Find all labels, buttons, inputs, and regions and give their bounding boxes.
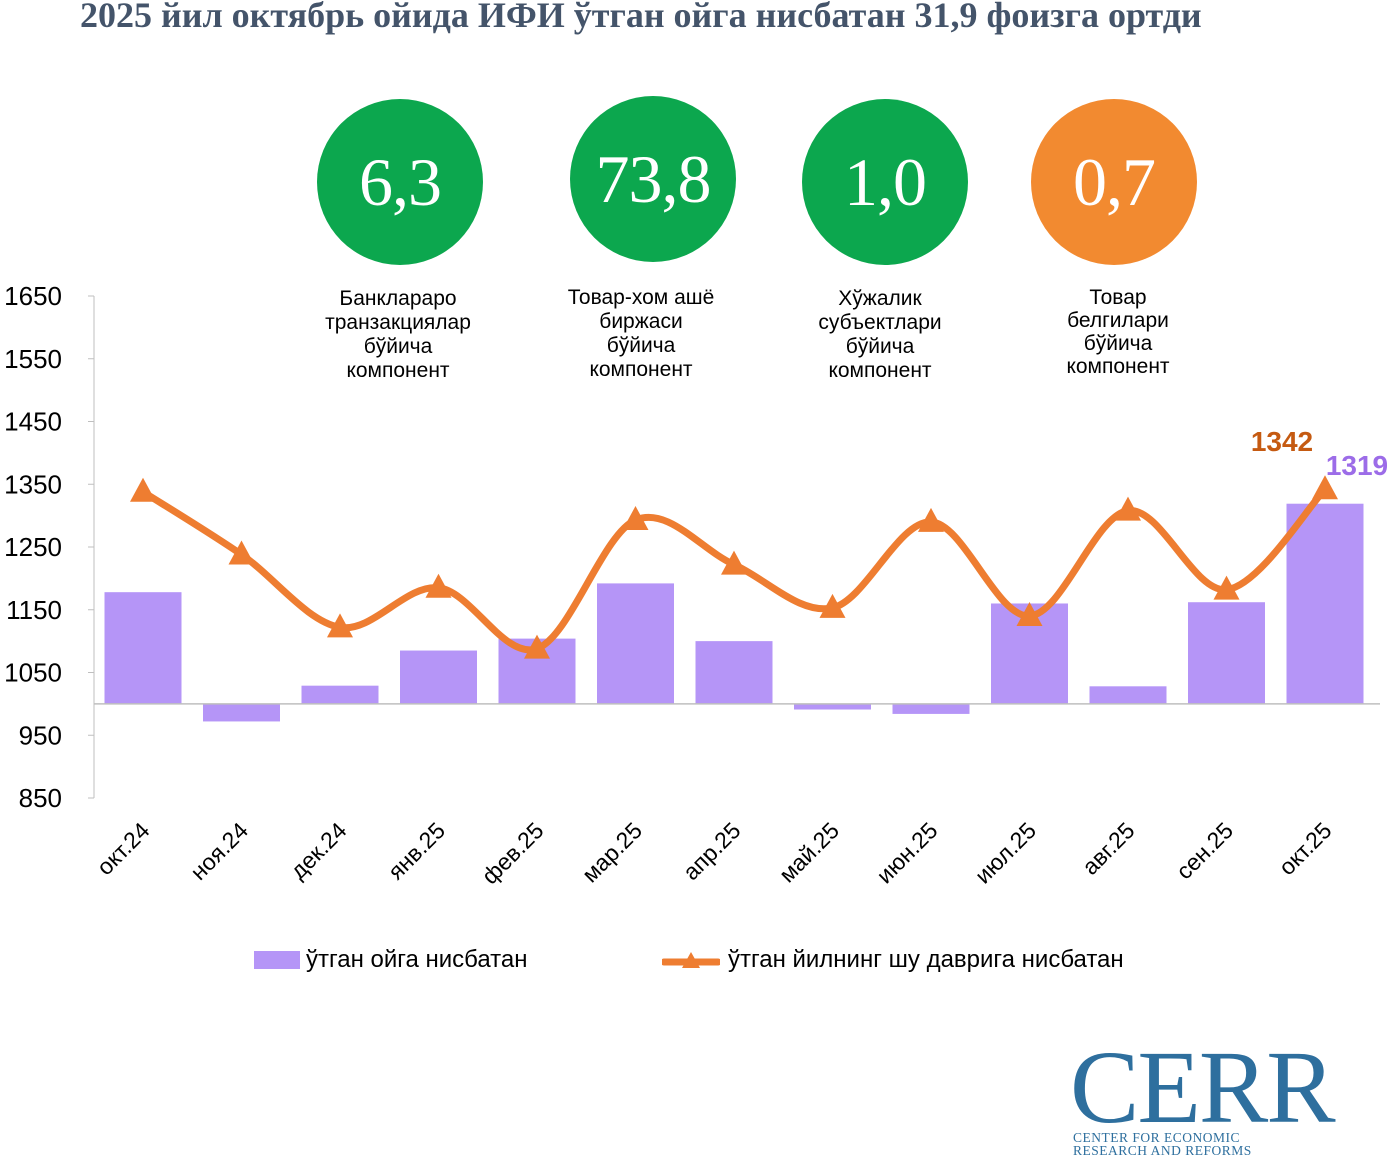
- bar: [597, 583, 674, 704]
- caption-line: бўйича: [845, 335, 915, 358]
- caption-line: биржаси: [599, 310, 683, 333]
- line-point-marker: [524, 634, 550, 659]
- line-point-marker: [622, 506, 649, 531]
- line-point-marker: [1115, 496, 1141, 521]
- caption-line: компонент: [1066, 355, 1170, 378]
- caption-line: транзакциялар: [325, 311, 471, 334]
- caption-line: Хўжалик: [838, 287, 922, 310]
- line-point-marker: [1312, 475, 1338, 500]
- circle-value: 1,0: [844, 143, 927, 220]
- x-tick-label: авг.25: [1077, 817, 1140, 880]
- caption-line: компонент: [828, 359, 932, 382]
- caption-line: компонент: [589, 358, 693, 381]
- legend-label: ўтган ойга нисбатан: [306, 946, 528, 973]
- caption-line: Товар: [1089, 286, 1147, 309]
- x-tick-label: июл.25: [970, 817, 1041, 888]
- x-tick-label: май.25: [774, 817, 844, 887]
- line-point-marker: [1016, 602, 1043, 627]
- line-point-marker: [228, 540, 255, 565]
- bar: [1188, 602, 1265, 704]
- x-tick-label: сен.25: [1171, 817, 1238, 884]
- commodity-exchange-component-circle: 73,8: [570, 96, 736, 262]
- page-title: 2025 йил октябрь ойида ИФИ ўтган ойга ни…: [80, 0, 1202, 35]
- y-tick-label: 850: [19, 783, 62, 813]
- y-tick-label: 950: [19, 720, 62, 750]
- y-tick-label: 1450: [4, 407, 62, 437]
- line-point-marker: [327, 613, 353, 638]
- bar: [203, 703, 280, 722]
- line-point-marker: [130, 477, 156, 502]
- bar: [1286, 503, 1364, 704]
- legend-item-line: ўтган йилнинг шу даврига нисбатан: [662, 946, 1124, 974]
- caption-line: компонент: [346, 359, 450, 382]
- x-tick-label: апр.25: [678, 817, 746, 885]
- caption-line: бўйича: [363, 335, 433, 358]
- banking-component-circle: 6,3: [317, 99, 483, 265]
- logo-sub-line: RESEARCH AND REFORMS: [1073, 1143, 1252, 1158]
- circle-caption: Хўжалик субъектлари бўйича компонент: [770, 287, 990, 383]
- legend-item-bars: ўтган ойга нисбатан: [254, 946, 527, 974]
- bar: [104, 592, 182, 704]
- caption-line: Банклараро: [339, 287, 457, 310]
- line-point-marker: [425, 573, 452, 598]
- line-point-marker: [819, 593, 846, 618]
- legend-bar-swatch: [254, 951, 300, 969]
- circle-value: 0,7: [1073, 143, 1156, 220]
- line-point-marker: [721, 550, 747, 575]
- caption-line: белгилари: [1067, 309, 1169, 332]
- circle-caption: Банклараро транзакциялар бўйича компонен…: [288, 287, 508, 383]
- caption-line: бўйича: [606, 334, 676, 357]
- circle-value: 6,3: [359, 143, 442, 220]
- bar: [892, 703, 970, 714]
- legend-label: ўтган йилнинг шу даврига нисбатан: [728, 946, 1124, 973]
- bar: [695, 641, 773, 704]
- logo-text: CERR: [1070, 1030, 1336, 1145]
- caption-line: бўйича: [1083, 332, 1153, 355]
- bar: [400, 650, 477, 704]
- line-point-marker: [1213, 575, 1240, 600]
- x-tick-label: окт.24: [92, 817, 155, 880]
- x-tick-label: мар.25: [577, 817, 647, 887]
- business-entities-component-circle: 1,0: [802, 99, 968, 265]
- bar: [301, 685, 379, 704]
- y-tick-label: 1550: [4, 344, 62, 374]
- circle-caption: Товар белгилари бўйича компонент: [1008, 286, 1228, 378]
- legend-line-swatch: [662, 952, 720, 968]
- x-tick-label: янв.25: [383, 817, 450, 884]
- y-tick-label: 1350: [4, 469, 62, 499]
- x-tick-label: окт.25: [1274, 817, 1337, 880]
- y-tick-label: 1050: [4, 658, 62, 688]
- data-label: 1342: [1251, 426, 1313, 457]
- x-tick-label: дек.24: [285, 817, 352, 884]
- y-tick-label: 1150: [6, 595, 62, 625]
- logo-sub-line: CENTER FOR ECONOMIC: [1073, 1130, 1241, 1145]
- line-point-marker: [918, 507, 944, 532]
- x-tick-label: ноя.24: [185, 817, 253, 885]
- circle-value: 73,8: [595, 140, 712, 217]
- cerr-logo: CERR CENTER FOR ECONOMIC RESEARCH AND RE…: [1070, 1036, 1370, 1160]
- caption-line: субъектлари: [818, 311, 942, 334]
- trademarks-component-circle: 0,7: [1031, 99, 1197, 265]
- bar: [1089, 686, 1167, 704]
- y-tick-label: 1650: [4, 281, 62, 311]
- caption-line: Товар-хом ашё: [567, 286, 715, 309]
- bar: [794, 703, 871, 710]
- x-tick-label: июн.25: [871, 817, 942, 888]
- circle-caption: Товар-хом ашё биржаси бўйича компонент: [531, 286, 751, 382]
- data-label: 1319: [1326, 450, 1388, 481]
- x-tick-label: фев.25: [476, 817, 548, 889]
- y-tick-label: 1250: [4, 532, 62, 562]
- logo-subtitle: CENTER FOR ECONOMIC RESEARCH AND REFORMS: [1073, 1130, 1252, 1158]
